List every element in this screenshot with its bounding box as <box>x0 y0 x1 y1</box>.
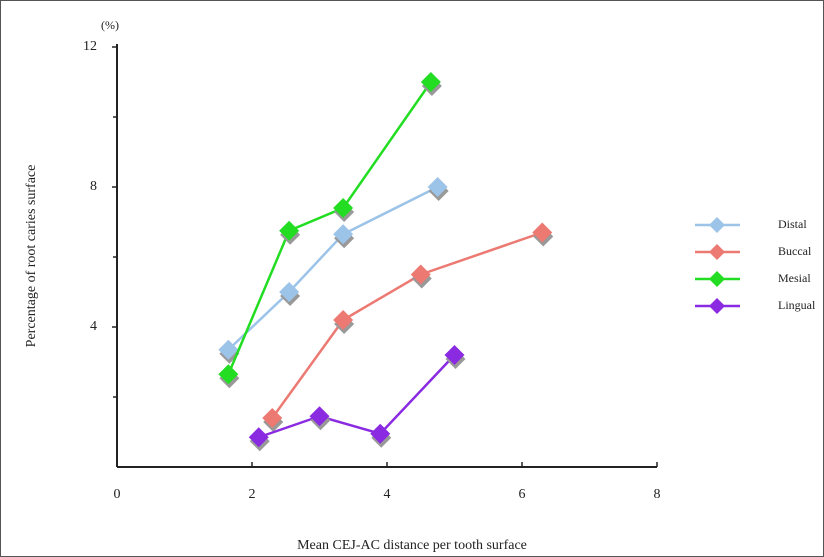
marker <box>279 282 300 302</box>
series-line <box>227 185 439 351</box>
x-axis-title: Mean CEJ-AC distance per tooth surface <box>297 538 527 553</box>
marker <box>410 264 431 285</box>
legend-marker <box>709 298 725 314</box>
legend-marker <box>709 244 725 260</box>
x-tick-label: 6 <box>519 487 526 502</box>
x-tick-label: 4 <box>384 487 391 502</box>
y-axis-title: Percentage of root caries surface <box>24 165 39 348</box>
marker <box>218 364 239 385</box>
legend-label: Buccal <box>778 244 812 258</box>
x-tick-label: 8 <box>654 487 661 502</box>
marker <box>333 310 354 330</box>
marker <box>279 220 300 241</box>
y-tick-label: 8 <box>90 179 97 194</box>
marker <box>370 423 391 444</box>
y-tick-label: 4 <box>90 319 97 334</box>
marker <box>309 406 330 427</box>
marker <box>427 177 448 197</box>
series-line <box>227 81 432 375</box>
marker <box>333 224 354 245</box>
series-line <box>271 231 543 419</box>
legend-marker <box>709 271 725 287</box>
marker <box>420 72 441 92</box>
y-tick-label: 12 <box>83 39 97 54</box>
x-tick-label: 0 <box>114 487 121 502</box>
marker <box>333 198 354 218</box>
marker <box>218 339 239 360</box>
marker <box>248 427 269 448</box>
legend-label: Mesial <box>778 271 811 285</box>
legend-label: Distal <box>778 217 807 231</box>
marker <box>444 345 465 365</box>
marker <box>262 408 283 428</box>
series-line <box>258 354 456 439</box>
x-tick-label: 2 <box>249 487 256 502</box>
y-unit: (%) <box>101 18 119 32</box>
legend-marker <box>709 217 725 233</box>
legend-label: Lingual <box>778 298 816 312</box>
marker <box>532 222 553 243</box>
